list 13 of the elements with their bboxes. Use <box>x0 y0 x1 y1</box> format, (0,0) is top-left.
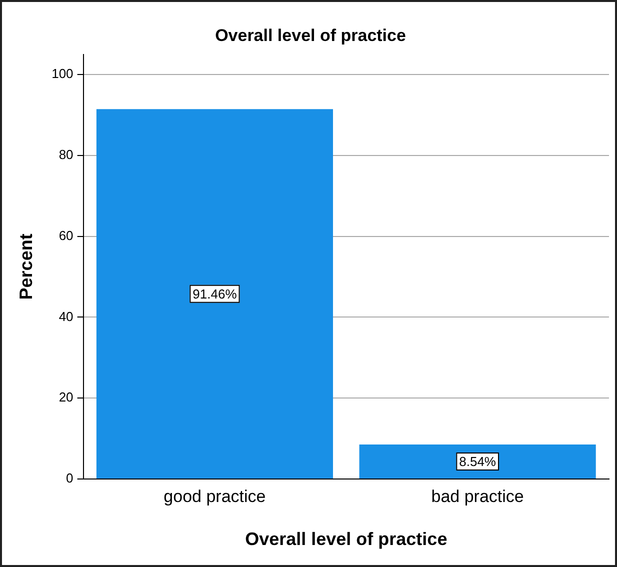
y-tick-label: 60 <box>58 228 74 243</box>
x-tick-label: bad practice <box>431 486 524 506</box>
y-tick-label: 80 <box>58 147 74 162</box>
y-tick-label: 0 <box>66 470 74 486</box>
y-axis-title: Percent <box>16 234 36 300</box>
y-tick-label: 20 <box>58 390 74 405</box>
data-label: 91.46% <box>192 286 238 302</box>
y-tick-label: 40 <box>58 308 74 324</box>
data-label: 8.54% <box>459 454 496 470</box>
x-axis-title: Overall level of practice <box>245 529 448 550</box>
y-tick-label: 100 <box>52 66 74 82</box>
chart-title: Overall level of practice <box>215 26 406 45</box>
x-tick-label: good practice <box>164 486 266 506</box>
